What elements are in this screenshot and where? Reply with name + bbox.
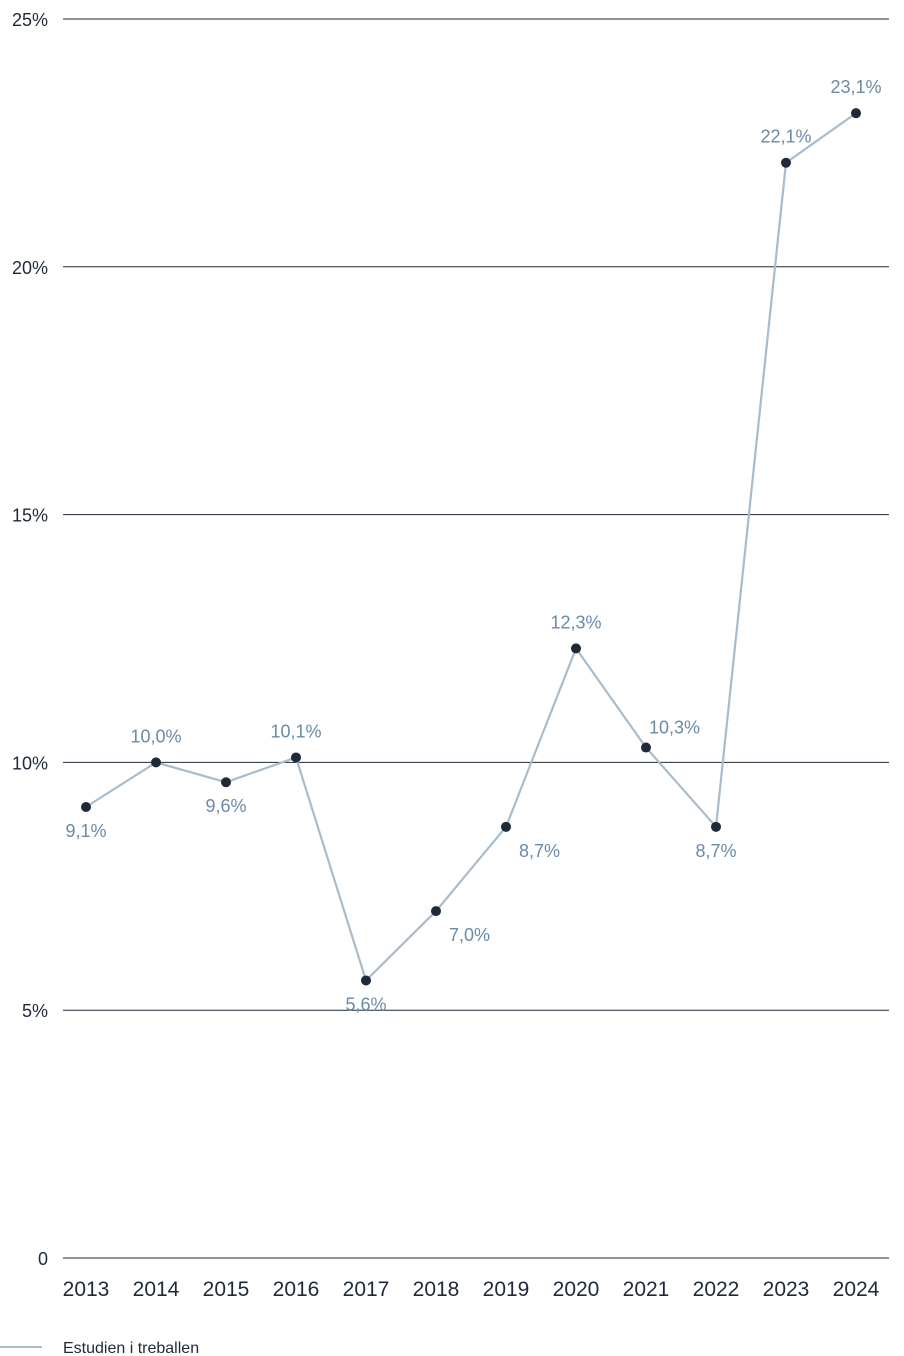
x-tick-label: 2013 (63, 1278, 110, 1301)
y-tick-label: 10% (12, 753, 48, 773)
gridlines (63, 18, 889, 1259)
y-tick-label: 25% (12, 10, 48, 30)
data-point (361, 975, 371, 986)
y-tick-label: 0 (38, 1249, 48, 1269)
y-axis-ticks: 0 5% 10% 15% 20% 25% (12, 10, 48, 1269)
x-tick-label: 2024 (833, 1278, 880, 1301)
data-point (221, 777, 231, 788)
data-point (781, 157, 791, 168)
data-point (81, 802, 91, 813)
legend: Estudien i treballen (0, 1340, 199, 1356)
x-tick-label: 2017 (343, 1278, 390, 1301)
data-label: 10,3% (649, 718, 700, 738)
x-tick-label: 2020 (553, 1278, 600, 1301)
data-label: 8,7% (695, 841, 736, 861)
x-tick-label: 2019 (483, 1278, 530, 1301)
data-point (501, 821, 511, 832)
data-point (711, 821, 721, 832)
data-point (431, 906, 441, 917)
data-point (851, 108, 861, 119)
data-label: 12,3% (550, 612, 601, 632)
x-tick-label: 2016 (273, 1278, 320, 1301)
data-label: 9,1% (65, 821, 106, 841)
data-label: 7,0% (449, 925, 490, 945)
x-tick-label: 2021 (623, 1278, 670, 1301)
data-point (641, 742, 651, 753)
data-label: 10,0% (130, 726, 181, 746)
data-label: 22,1% (760, 127, 811, 147)
data-point (151, 757, 161, 768)
legend-label: Estudien i treballen (63, 1340, 199, 1356)
data-label: 8,7% (519, 841, 560, 861)
series-line (85, 112, 857, 983)
y-tick-label: 15% (12, 506, 48, 526)
x-axis-ticks: 2013 2014 2015 2016 2017 2018 2019 2020 2021 2022… (63, 1278, 880, 1301)
data-label: 5,6% (345, 994, 386, 1014)
x-tick-label: 2023 (763, 1278, 810, 1301)
x-tick-label: 2022 (693, 1278, 740, 1301)
data-point (571, 643, 581, 654)
data-label: 23,1% (830, 77, 881, 97)
data-label: 10,1% (270, 721, 321, 741)
x-tick-label: 2014 (133, 1278, 180, 1301)
data-labels: 9,1% 10,0% 9,6% 10,1% 5,6% 7,0% 8,7% 12,3% 10,3%… (65, 77, 881, 1014)
y-tick-label: 5% (22, 1001, 48, 1021)
y-tick-label: 20% (12, 258, 48, 278)
x-tick-label: 2018 (413, 1278, 460, 1301)
data-point (291, 752, 301, 763)
data-label: 9,6% (205, 796, 246, 816)
x-tick-label: 2015 (203, 1278, 250, 1301)
series-estudien-i-treballen (81, 108, 861, 986)
